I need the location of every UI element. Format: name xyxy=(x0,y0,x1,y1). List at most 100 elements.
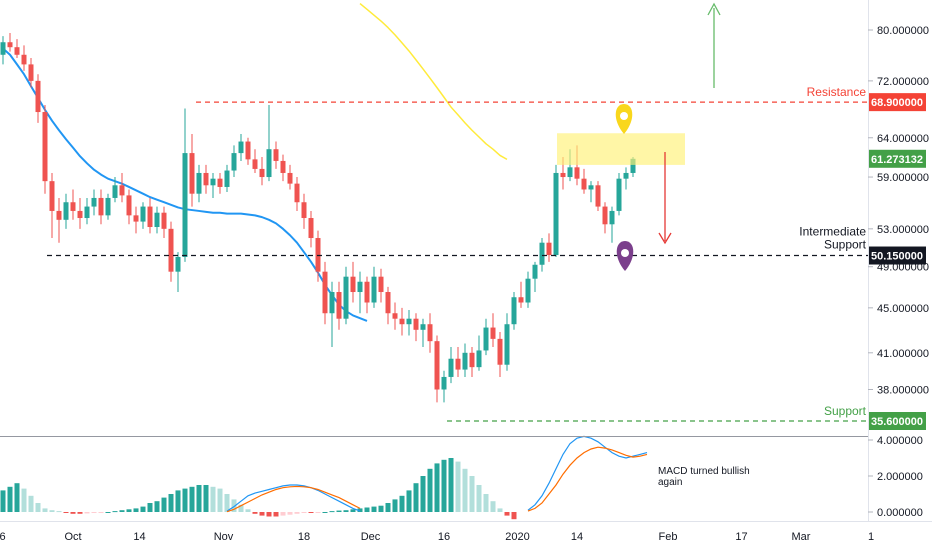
candlesticks xyxy=(0,33,636,403)
candle-body xyxy=(350,276,356,293)
macd-histogram-bar xyxy=(133,508,139,512)
candle-body xyxy=(518,297,524,303)
macd-histogram-bar xyxy=(476,485,482,512)
ma-slow-line xyxy=(359,2,508,161)
macd-histogram-bar xyxy=(357,508,363,512)
candle-body xyxy=(371,276,377,303)
macd-histogram-bar xyxy=(42,508,48,512)
macd-histogram-bar xyxy=(210,486,216,512)
macd-tick-label: 4.000000 xyxy=(877,435,923,447)
candle-body xyxy=(504,324,510,365)
macd-histogram-bar xyxy=(294,512,300,514)
macd-histogram-bar xyxy=(364,507,370,512)
current-price-badge xyxy=(869,149,926,168)
macd-histogram-bar xyxy=(441,459,447,512)
highlight-zone xyxy=(557,133,685,165)
candle-body xyxy=(112,185,118,198)
price-tick-label: 72.000000 xyxy=(877,76,929,88)
macd-histogram-bar xyxy=(469,476,475,512)
candle-body xyxy=(469,352,475,368)
candle-body xyxy=(616,178,622,211)
candle-body xyxy=(630,158,636,173)
candle-body xyxy=(280,160,286,173)
candle-body xyxy=(147,206,153,228)
macd-histogram-bar xyxy=(217,488,223,512)
candle-body xyxy=(497,338,503,365)
marker-purple-dot xyxy=(621,249,629,257)
candle-body xyxy=(308,218,314,239)
macd-histogram-bar xyxy=(448,458,454,512)
candle-body xyxy=(273,149,279,161)
candle-body xyxy=(623,172,629,179)
macd-histogram-bar xyxy=(420,476,426,512)
macd-histogram-bar xyxy=(231,499,237,512)
macd-histogram-bar xyxy=(168,494,174,512)
candle-body xyxy=(399,318,405,325)
candle-body xyxy=(238,141,244,154)
macd-histogram-bar xyxy=(252,512,258,514)
candle-body xyxy=(105,197,111,216)
time-tick-label: Feb xyxy=(659,531,678,543)
macd-histogram-bar xyxy=(63,512,69,513)
macd-histogram-bar xyxy=(301,512,307,513)
candle-body xyxy=(63,202,69,220)
macd-histogram-bar xyxy=(98,512,104,513)
candle-body xyxy=(245,141,251,160)
candle-body xyxy=(455,358,461,370)
macd-histogram-bar xyxy=(336,510,342,512)
level-name-label: Resistance xyxy=(807,85,867,99)
candle-body xyxy=(91,197,97,207)
candle-body xyxy=(49,181,55,211)
price-tick-label: 45.000000 xyxy=(877,303,929,315)
candle-body xyxy=(560,172,566,178)
candle-body xyxy=(28,64,34,81)
marker-yellow-dot xyxy=(620,112,628,120)
macd-histogram-bar xyxy=(154,501,160,512)
candle-body xyxy=(462,352,468,370)
macd-histogram-bar xyxy=(259,512,265,516)
macd-histogram-bar xyxy=(91,512,97,513)
candle-body xyxy=(581,178,587,190)
candle-body xyxy=(189,153,195,194)
candle-body xyxy=(392,313,398,319)
candle-body xyxy=(588,185,594,190)
arrow-down-head xyxy=(658,232,672,245)
macd-histogram-bar xyxy=(427,468,433,512)
macd-histogram-bar xyxy=(329,511,335,513)
level-value-badge xyxy=(869,412,926,430)
macd-histogram-bar xyxy=(84,512,90,514)
candle-body xyxy=(574,167,580,179)
macd-annotation-line2: again xyxy=(658,477,682,488)
candle-body xyxy=(14,47,20,55)
candle-body xyxy=(441,376,447,390)
candle-body xyxy=(315,238,321,272)
macd-histogram-bar xyxy=(462,468,468,512)
macd-histogram-bar xyxy=(189,486,195,512)
macd-histogram-bar xyxy=(245,509,251,512)
candle-body xyxy=(511,297,517,325)
macd-histogram-bar xyxy=(77,512,83,514)
macd-histogram-bar xyxy=(273,512,279,517)
candle-body xyxy=(448,358,454,377)
level-name-label: Support xyxy=(824,404,867,418)
candle-body xyxy=(546,242,552,256)
candle-body xyxy=(266,149,272,178)
macd-histogram-bar xyxy=(14,483,20,512)
price-tick-label: 49.000000 xyxy=(877,262,929,274)
candle-body xyxy=(357,281,363,293)
time-tick-label: 17 xyxy=(735,531,747,543)
candle-body xyxy=(532,264,538,279)
macd-histogram-bar xyxy=(119,510,125,512)
level-value-badge xyxy=(869,246,926,265)
current-price-label: 61.273132 xyxy=(871,154,923,166)
macd-histogram-bar xyxy=(140,506,146,512)
candle-body xyxy=(343,276,349,319)
level-name-label: Support xyxy=(824,238,867,252)
time-tick-label: Oct xyxy=(64,531,81,543)
candle-body xyxy=(476,350,482,368)
macd-histogram-bar xyxy=(182,488,188,512)
macd-histogram-bar xyxy=(399,495,405,512)
